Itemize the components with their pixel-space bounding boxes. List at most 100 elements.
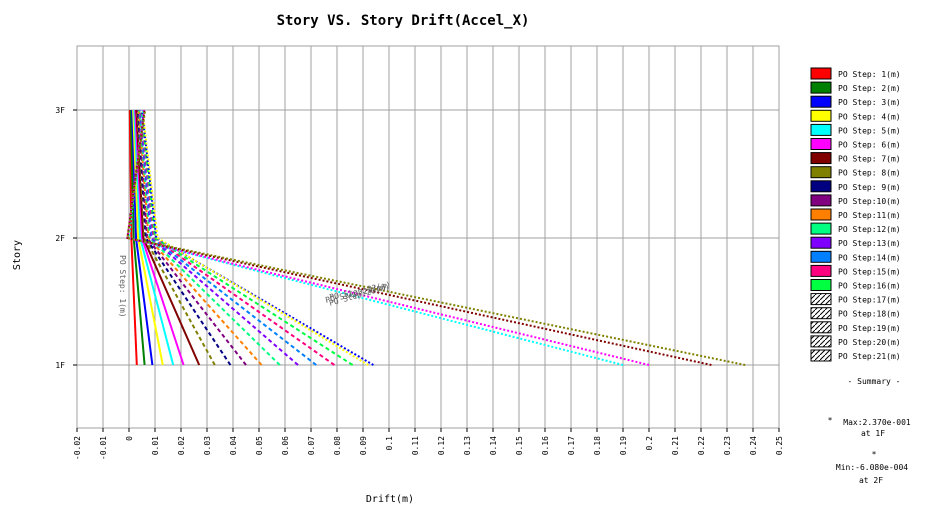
summary-min-location: at 2F — [859, 476, 883, 485]
summary-title: - Summary - — [848, 377, 901, 386]
legend-label: PO Step: 7(m) — [838, 155, 901, 164]
legend-swatch — [810, 138, 832, 150]
series-line — [126, 109, 746, 366]
legend-swatch — [810, 109, 832, 122]
legend-label: PO Step:19(m) — [838, 324, 901, 333]
legend-swatch — [810, 279, 832, 291]
x-tick-label: 0.12 — [437, 436, 446, 455]
x-tick-label: 0.04 — [229, 436, 238, 455]
legend-label: PO Step: 9(m) — [838, 183, 901, 192]
x-tick-label: 0.24 — [749, 436, 758, 455]
x-tick-label: 0.08 — [333, 436, 342, 455]
legend-swatch — [810, 349, 832, 362]
legend-label: PO Step:21(m) — [838, 352, 901, 361]
legend-label: PO Step: 8(m) — [838, 169, 901, 178]
x-tick-label: 0 — [125, 436, 134, 441]
summary-min-value: Min:-6.080e-004 — [836, 463, 908, 472]
legend-label: PO Step:10(m) — [838, 197, 901, 206]
legend-swatch — [810, 166, 832, 179]
legend-label: PO Step: 1(m) — [838, 70, 901, 79]
legend-label: PO Step: 4(m) — [838, 112, 901, 121]
legend-swatch — [810, 81, 832, 94]
x-tick-label: -0.02 — [73, 436, 82, 460]
series-line — [133, 109, 175, 366]
legend-label: PO Step:16(m) — [838, 282, 901, 291]
x-tick-label: 0.15 — [515, 436, 524, 455]
x-tick-label: 0.17 — [567, 436, 576, 455]
legend-swatch — [810, 95, 832, 108]
x-tick-label: 0.16 — [541, 436, 550, 455]
legend-swatch — [810, 250, 832, 263]
legend-label: PO Step:12(m) — [838, 225, 901, 234]
legend-swatch — [810, 152, 832, 165]
legend-label: PO Step: 2(m) — [838, 84, 901, 93]
legend-swatch — [810, 293, 832, 306]
legend-swatch — [810, 123, 832, 136]
legend-label: PO Step:11(m) — [838, 211, 901, 220]
x-tick-label: 0.14 — [489, 436, 498, 455]
series-line — [126, 109, 712, 366]
y-tick-label: 2F — [55, 234, 65, 243]
x-tick-labels: -0.02 -0.01 0 0.01 0.02 0.03 0.04 0.05 0.06 0.07 0… — [73, 436, 784, 460]
x-tick-label: 0.09 — [359, 436, 368, 455]
summary-min-marker: * — [872, 450, 877, 459]
legend-label: PO Step: 3(m) — [838, 98, 901, 107]
y-tick-label: 3F — [55, 106, 65, 115]
series-line — [129, 109, 146, 366]
series-line — [140, 109, 354, 366]
legend-swatch — [810, 236, 832, 249]
summary-max-location: at 1F — [861, 429, 885, 438]
series-line — [131, 109, 154, 366]
x-tick-label: 0.22 — [697, 436, 706, 455]
grid — [73, 45, 780, 432]
x-tick-label: 0.21 — [671, 436, 680, 455]
series-line — [132, 109, 164, 366]
series-line — [141, 109, 374, 366]
legend: PO Step: 1(m) PO Step: 2(m) PO Step: 3(m) P… — [810, 67, 901, 362]
x-tick-label: 0.11 — [411, 436, 420, 455]
plot-frame — [76, 45, 780, 429]
x-axis-label: Drift(m) — [366, 494, 414, 505]
x-tick-label: 0.18 — [593, 436, 602, 455]
series-line — [141, 109, 369, 366]
x-tick-label: 0.19 — [619, 436, 628, 455]
x-tick-label: 0.07 — [307, 436, 316, 455]
x-tick-label: 0.06 — [281, 436, 290, 455]
x-tick-label: 0.03 — [203, 436, 212, 455]
legend-swatch — [810, 264, 832, 277]
series-line — [134, 109, 185, 366]
summary-max-marker: * — [828, 416, 833, 425]
x-tick-label: 0.02 — [177, 436, 186, 455]
legend-swatch — [810, 208, 832, 221]
legend-swatch — [810, 321, 832, 334]
legend-swatch — [810, 67, 832, 80]
x-tick-label: 0.2 — [645, 436, 654, 451]
series-line — [139, 109, 335, 366]
y-axis-label: Story — [12, 240, 23, 270]
x-tick-label: 0.25 — [775, 436, 784, 455]
x-tick-label: 0.1 — [385, 436, 394, 451]
legend-swatch — [810, 307, 832, 320]
series-line — [138, 109, 299, 366]
legend-label: PO Step:17(m) — [838, 296, 901, 305]
x-tick-label: -0.01 — [99, 436, 108, 460]
legend-swatch — [810, 194, 832, 207]
legend-label: PO Step:20(m) — [838, 338, 901, 347]
legend-swatch — [810, 180, 832, 193]
series-line — [138, 109, 281, 366]
x-tick-label: 0.13 — [463, 436, 472, 455]
x-tick-label: 0.05 — [255, 436, 264, 455]
series-layer — [126, 109, 746, 366]
summary-max-value: Max:2.370e-001 — [843, 418, 911, 427]
legend-label: PO Step:13(m) — [838, 239, 901, 248]
legend-label: PO Step: 5(m) — [838, 126, 901, 135]
legend-swatch — [810, 335, 832, 348]
y-tick-label: 1F — [55, 361, 65, 370]
legend-label: PO Step:14(m) — [838, 253, 901, 262]
legend-label: PO Step:15(m) — [838, 267, 901, 276]
x-tick-label: 0.23 — [723, 436, 732, 455]
legend-label: PO Step:18(m) — [838, 310, 901, 319]
legend-swatch — [810, 222, 832, 235]
legend-label: PO Step: 6(m) — [838, 141, 901, 150]
